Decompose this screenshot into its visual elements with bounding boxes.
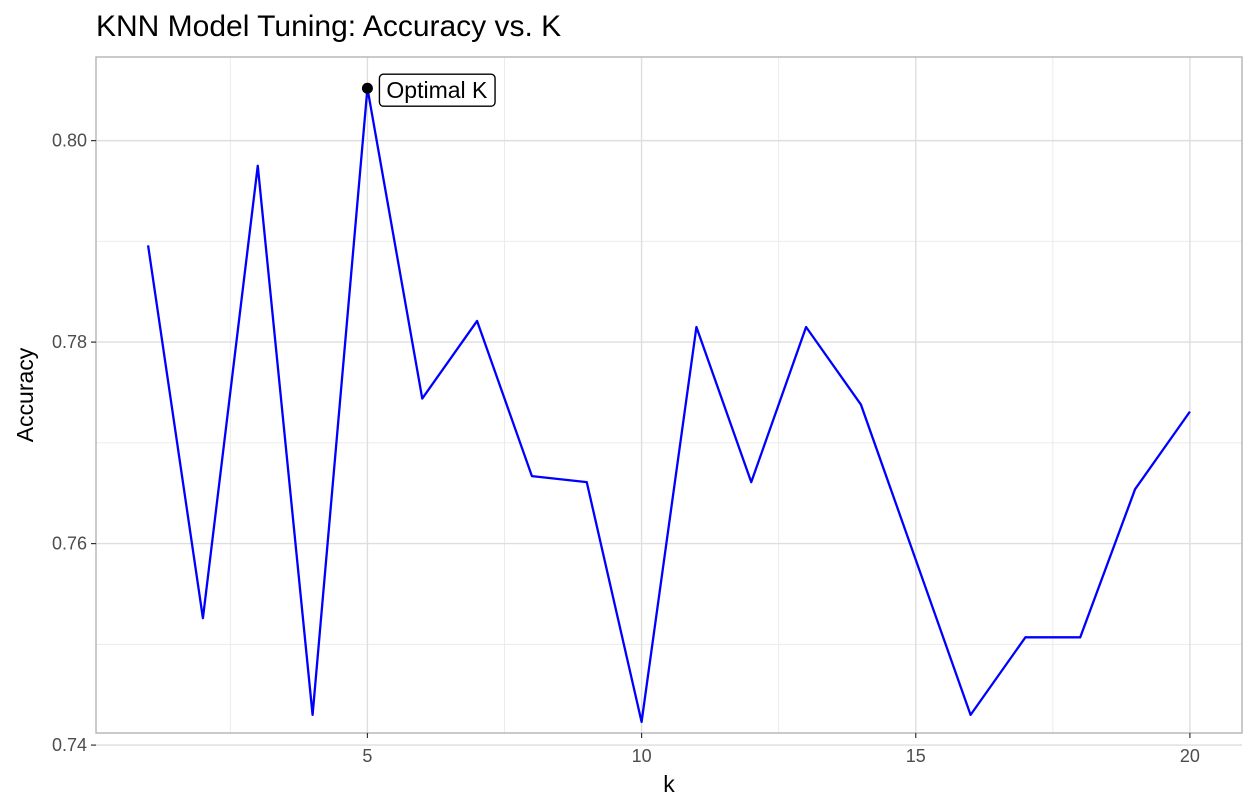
- y-tick-label: 0.74: [52, 735, 87, 755]
- chart-title: KNN Model Tuning: Accuracy vs. K: [96, 10, 561, 43]
- y-tick-label: 0.78: [52, 332, 87, 352]
- accuracy-series-line: [146, 87, 1191, 724]
- plot-panel-border: [95, 56, 1243, 734]
- x-tick-label: 15: [906, 746, 926, 766]
- series-layer: [146, 87, 1191, 724]
- y-axis-ticks: 0.74 0.76 0.78 0.80: [52, 131, 96, 755]
- minor-gridlines: [96, 57, 1242, 733]
- x-tick-label: 5: [362, 746, 372, 766]
- y-tick-label: 0.80: [52, 131, 87, 151]
- optimal-k-label-box: [378, 73, 496, 107]
- x-axis-ticks: 5 10 15 20: [362, 733, 1200, 766]
- x-tick-label: 10: [632, 746, 652, 766]
- plot-panel: [96, 57, 1242, 733]
- y-axis-title: Accuracy: [12, 347, 38, 442]
- annotation-layer: Optimal K: [361, 73, 496, 107]
- x-axis-title: k: [663, 771, 675, 797]
- optimal-k-label: Optimal K: [386, 77, 488, 103]
- y-tick-label: 0.76: [52, 534, 87, 554]
- major-gridlines: [96, 57, 1242, 746]
- x-tick-label: 20: [1180, 746, 1200, 766]
- optimal-k-point: [361, 82, 373, 94]
